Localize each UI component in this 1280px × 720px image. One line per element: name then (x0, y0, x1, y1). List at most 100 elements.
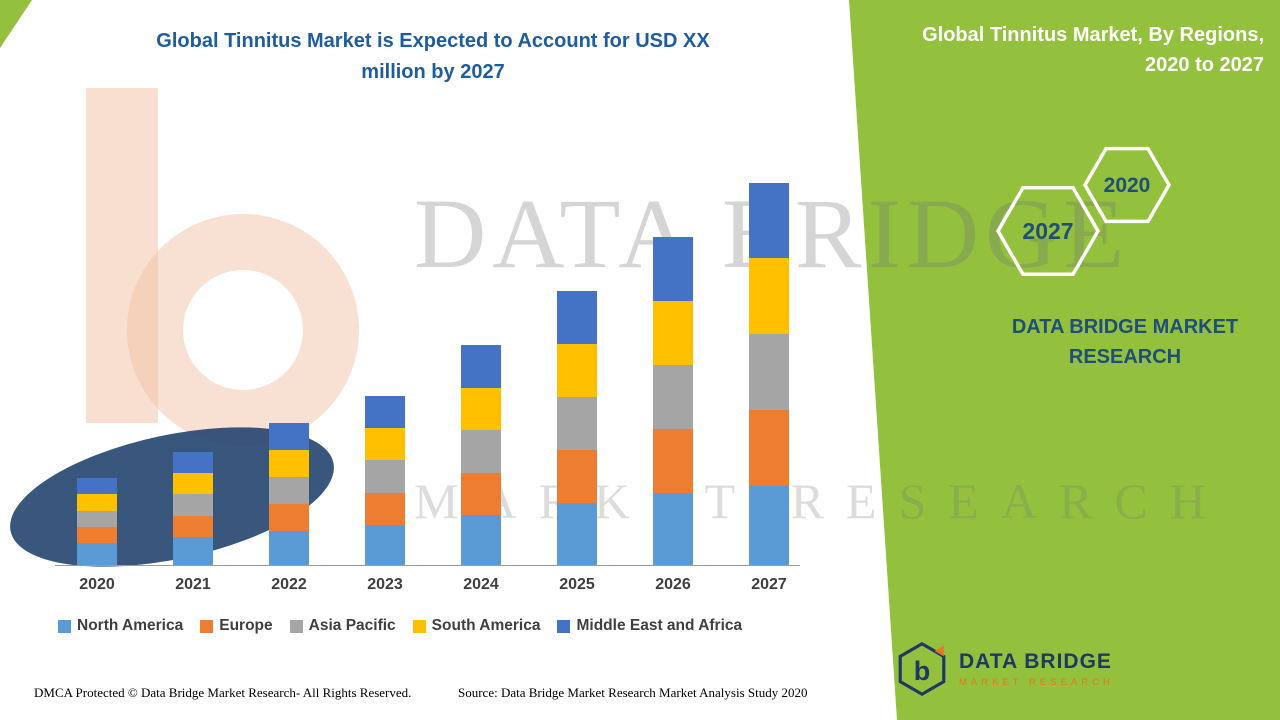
brand-logo-name: DATA BRIDGE (959, 650, 1112, 673)
bar-2023 (365, 396, 405, 565)
bar-segment-2021-north-america (173, 537, 213, 565)
legend-label: South America (431, 617, 541, 634)
bar-segment-2026-south-america (653, 301, 693, 365)
panel-brand-text: DATA BRIDGE MARKET RESEARCH (1000, 312, 1250, 372)
legend-swatch (289, 619, 303, 633)
hexagon-2027 (995, 185, 1101, 277)
bar-segment-2023-north-america (365, 525, 405, 565)
bar-segment-2026-europe (653, 429, 693, 493)
bar-segment-2022-middle-east-and-africa (269, 423, 309, 450)
legend-item-north-america: North America (58, 617, 183, 635)
bar-segment-2027-south-america (749, 258, 789, 334)
x-axis-label-2027: 2027 (751, 576, 787, 593)
bar-segment-2025-asia-pacific (557, 397, 597, 450)
legend-item-middle-east-and-africa: Middle East and Africa (557, 617, 742, 635)
chart-title-line1: Global Tinnitus Market is Expected to Ac… (156, 30, 710, 52)
legend-swatch (58, 619, 71, 633)
legend-label: Asia Pacific (308, 617, 396, 634)
source-note: Source: Data Bridge Market Research Mark… (458, 685, 808, 700)
bar-segment-2025-middle-east-and-africa (557, 291, 597, 344)
legend-item-south-america: South America (412, 617, 541, 635)
bar-segment-2023-asia-pacific (365, 460, 405, 493)
x-axis-line (55, 565, 800, 566)
legend-swatch (200, 619, 214, 633)
x-axis-labels: 2020 2021 2022 2023 2024 2025 2026 2027 (77, 576, 789, 594)
panel-brand-line2: RESEARCH (1068, 346, 1182, 368)
bar-2025 (557, 291, 597, 565)
hexagon-2027-label: 2027 (1022, 218, 1073, 244)
bar-segment-2020-north-america (77, 543, 117, 565)
logo-letter-b: b (914, 656, 931, 686)
brand-logo-text: DATA BRIDGE MARKET RESEARCH (959, 650, 1114, 688)
bar-segment-2024-middle-east-and-africa (461, 345, 501, 388)
brand-logo: b DATA BRIDGE MARKET RESEARCH (895, 640, 1114, 698)
legend-item-asia-pacific: Asia Pacific (289, 617, 396, 635)
bar-segment-2021-asia-pacific (173, 494, 213, 516)
bar-segment-2026-asia-pacific (653, 365, 693, 429)
legend-item-europe: Europe (200, 617, 273, 635)
x-axis-label-2020: 2020 (79, 576, 115, 593)
bar-2027 (749, 183, 789, 565)
watermark-text-marketresearch: MARKET RESEARCH (414, 473, 1228, 529)
bar-segment-2027-middle-east-and-africa (749, 183, 789, 258)
hexagon-2020 (1082, 146, 1172, 224)
brand-logo-mark: b (898, 641, 946, 697)
bar-segment-2026-middle-east-and-africa (653, 237, 693, 301)
bar-segment-2021-middle-east-and-africa (173, 452, 213, 473)
bar-segment-2021-south-america (173, 473, 213, 494)
bar-segment-2027-asia-pacific (749, 334, 789, 410)
bar-segment-2022-asia-pacific (269, 477, 309, 504)
bar-segment-2020-europe (77, 527, 117, 543)
x-axis-label-2023: 2023 (367, 576, 403, 593)
x-axis-label-2024: 2024 (463, 576, 499, 593)
x-axis-label-2026: 2026 (655, 576, 691, 593)
logo-orange-leaf (934, 645, 944, 657)
dmca-notice: DMCA Protected © Data Bridge Market Rese… (34, 685, 412, 700)
bar-2026 (653, 237, 693, 565)
bar-segment-2021-europe (173, 516, 213, 537)
bar-segment-2023-europe (365, 493, 405, 525)
year-hexagons: 2020 2027 (995, 146, 1172, 277)
bar-segment-2023-middle-east-and-africa (365, 396, 405, 428)
bar-2024 (461, 345, 501, 565)
panel-title-line1: Global Tinnitus Market, By Regions, (922, 24, 1264, 46)
bar-segment-2026-north-america (653, 493, 693, 565)
x-axis-label-2025: 2025 (559, 576, 595, 593)
chart-title: Global Tinnitus Market is Expected to Ac… (88, 26, 778, 88)
bar-segment-2022-north-america (269, 531, 309, 565)
legend-label: North America (77, 617, 184, 634)
bar-segment-2025-north-america (557, 503, 597, 565)
bar-segment-2024-north-america (461, 515, 501, 565)
chart-title-line2: million by 2027 (361, 61, 505, 83)
bar-segment-2020-asia-pacific (77, 511, 117, 527)
logo-hexagon (898, 641, 946, 697)
legend-swatch (557, 619, 571, 633)
bar-2022 (269, 423, 309, 565)
bar-segment-2024-europe (461, 473, 501, 515)
bar-segment-2020-south-america (77, 494, 117, 511)
bar-segment-2024-south-america (461, 388, 501, 430)
bar-segment-2025-europe (557, 450, 597, 503)
chart-legend: North America Europe Asia Pacific South Ame… (58, 617, 742, 635)
bar-segment-2027-europe (749, 410, 789, 486)
legend-label: Europe (219, 617, 273, 634)
bar-segment-2022-south-america (269, 450, 309, 477)
x-axis-label-2022: 2022 (271, 576, 307, 593)
brand-logo-subtitle: MARKET RESEARCH (959, 677, 1114, 688)
corner-accent-triangle (0, 0, 32, 48)
bar-segment-2024-asia-pacific (461, 430, 501, 473)
bar-segment-2023-south-america (365, 428, 405, 460)
hexagon-2020-label: 2020 (1104, 174, 1151, 197)
watermark-b-bowl (127, 214, 359, 446)
panel-brand-line1: DATA BRIDGE MARKET (1011, 316, 1239, 338)
panel-title-line2: 2020 to 2027 (1145, 54, 1264, 76)
bar-segment-2025-south-america (557, 344, 597, 397)
legend-label: Middle East and Africa (576, 617, 743, 634)
bar-2021 (173, 452, 213, 565)
bar-2020 (77, 478, 117, 565)
bar-segment-2027-north-america (749, 486, 789, 565)
bar-segment-2022-europe (269, 504, 309, 531)
legend-swatch (412, 619, 426, 633)
